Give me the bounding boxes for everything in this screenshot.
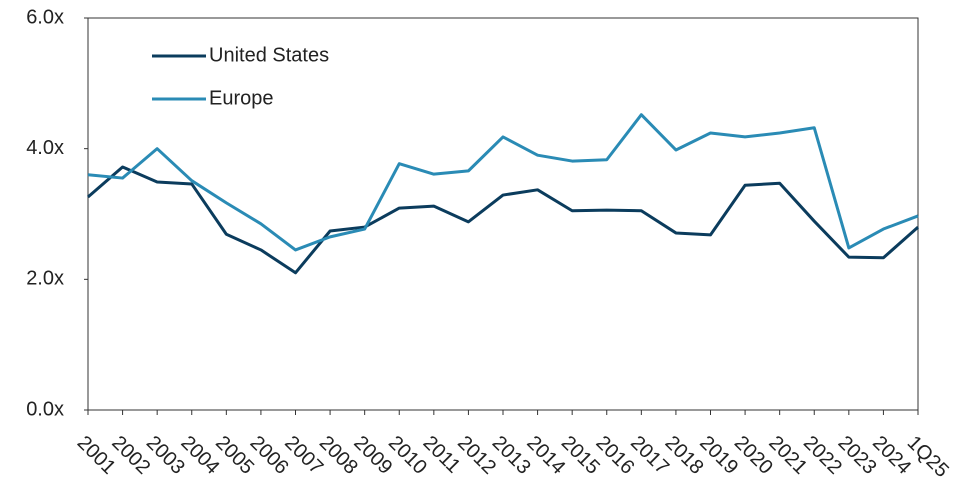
y-tick-label: 6.0x — [26, 6, 64, 28]
series-line — [87, 113, 919, 252]
x-tick-label: 2014 — [522, 432, 569, 479]
x-tick-label: 1Q25 — [903, 432, 953, 482]
x-tick-label: 2009 — [349, 432, 396, 479]
y-tick-label: 0.0x — [26, 398, 64, 420]
x-tick-label: 2021 — [764, 432, 811, 479]
legend-label: Europe — [209, 87, 274, 109]
x-tick-label: 2010 — [384, 432, 431, 479]
x-tick-label: 2012 — [453, 432, 500, 479]
x-tick-label: 2005 — [211, 432, 258, 479]
x-tick-label: 2019 — [695, 432, 742, 479]
x-tick-label: 2003 — [142, 432, 189, 479]
x-tick-label: 2024 — [868, 432, 915, 479]
x-tick-label: 2020 — [730, 432, 777, 479]
x-tick-label: 2006 — [246, 432, 293, 479]
y-tick-label: 2.0x — [26, 268, 64, 290]
legend-label: United States — [209, 44, 329, 66]
x-tick-label: 2017 — [626, 432, 673, 479]
x-tick-label: 2013 — [488, 432, 535, 479]
x-tick-label: 2015 — [557, 432, 604, 479]
y-tick-label: 4.0x — [26, 137, 64, 159]
x-tick-label: 2018 — [661, 432, 708, 479]
x-tick-label: 2008 — [315, 432, 362, 479]
x-tick-label: 2007 — [280, 432, 327, 479]
x-tick-label: 2011 — [419, 432, 465, 478]
x-tick-label: 2002 — [107, 432, 154, 479]
x-tick-label: 2004 — [176, 432, 223, 479]
x-tick-label: 2022 — [799, 432, 846, 479]
x-tick-label: 2023 — [834, 432, 881, 479]
x-tick-label: 2001 — [73, 432, 120, 479]
series-line — [87, 165, 919, 275]
x-tick-label: 2016 — [591, 432, 638, 479]
